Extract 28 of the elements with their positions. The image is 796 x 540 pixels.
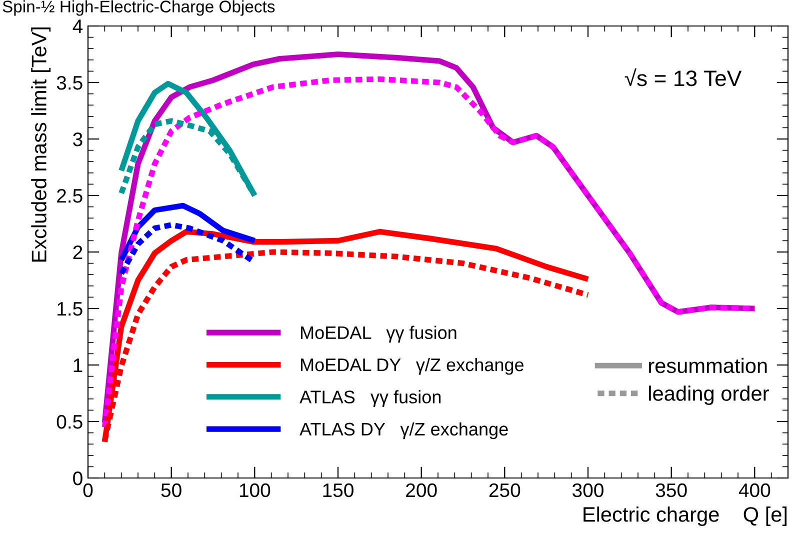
y-axis-title: Excluded mass limit [TeV] bbox=[31, 27, 51, 262]
y-tick-label: 0 bbox=[73, 471, 82, 486]
y-tick-label: 4 bbox=[72, 20, 83, 34]
annotation: √s = 13 TeV bbox=[624, 68, 742, 86]
y-tick-label: 3 bbox=[73, 132, 82, 146]
y-tick-label: 0.5 bbox=[56, 414, 82, 429]
annotation: resummation bbox=[649, 358, 767, 374]
y-tick-label: 2.5 bbox=[57, 188, 82, 203]
x-tick-label: 0 bbox=[83, 483, 93, 498]
legend-label: ATLAS γγ fusion bbox=[300, 390, 441, 407]
legend-label: ATLAS DY γ/Z exchange bbox=[300, 422, 508, 440]
y-tick-label: 3.5 bbox=[56, 76, 82, 90]
x-axis-title: Electric charge Q [e] bbox=[584, 506, 787, 526]
chart-title: Spin-½ High-Electric-Charge Objects bbox=[2, 0, 275, 16]
x-tick-label: 150 bbox=[323, 483, 354, 498]
x-tick-label: 100 bbox=[240, 483, 270, 498]
x-tick-label: 350 bbox=[656, 483, 687, 498]
x-tick-label: 50 bbox=[161, 483, 182, 498]
legend-label: MoEDAL DY γ/Z exchange bbox=[301, 358, 524, 375]
x-tick-label: 250 bbox=[489, 483, 520, 498]
x-tick-label: 300 bbox=[572, 483, 604, 498]
y-tick-label: 1 bbox=[74, 358, 82, 372]
y-tick-label: 1.5 bbox=[58, 302, 82, 316]
y-tick-label: 2 bbox=[73, 245, 82, 260]
x-tick-label: 400 bbox=[738, 483, 770, 498]
legend-label: MoEDAL γγ fusion bbox=[301, 326, 456, 343]
annotation: leading order bbox=[649, 386, 769, 406]
x-tick-label: 200 bbox=[406, 483, 437, 498]
